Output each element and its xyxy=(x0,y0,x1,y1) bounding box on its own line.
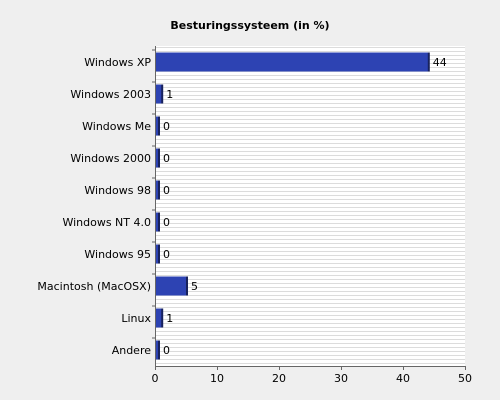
data-label: 44 xyxy=(433,56,447,69)
bar xyxy=(155,116,158,136)
category-label: Linux xyxy=(121,312,151,325)
x-tick-label: 30 xyxy=(334,372,348,385)
category-label: Andere xyxy=(112,344,152,357)
x-tick-label: 10 xyxy=(210,372,224,385)
data-label: 0 xyxy=(163,216,170,229)
category-label: Windows Me xyxy=(82,120,151,133)
data-label: 0 xyxy=(163,248,170,261)
plot-area: Windows XP 44 Windows 2003 1 Windows Me 0 Wind… xyxy=(37,46,472,385)
category-label: Windows 98 xyxy=(84,184,151,197)
bar xyxy=(155,148,158,168)
chart-title: Besturingssysteem (in %) xyxy=(170,19,329,32)
bar xyxy=(155,308,162,328)
bar xyxy=(155,52,428,72)
x-tick-label: 0 xyxy=(152,372,159,385)
category-label: Macintosh (MacOSX) xyxy=(37,280,151,293)
data-label: 0 xyxy=(163,184,170,197)
data-label: 0 xyxy=(163,152,170,165)
data-label: 5 xyxy=(191,280,198,293)
bar xyxy=(155,180,158,200)
data-label: 0 xyxy=(163,344,170,357)
bar xyxy=(155,244,158,264)
bar xyxy=(155,212,158,232)
bar xyxy=(155,340,158,360)
x-tick-label: 50 xyxy=(458,372,472,385)
x-tick-label: 20 xyxy=(272,372,286,385)
data-label: 1 xyxy=(166,88,173,101)
category-label: Windows 2003 xyxy=(70,88,151,101)
x-tick-label: 40 xyxy=(396,372,410,385)
category-label: Windows 2000 xyxy=(70,152,151,165)
category-label: Windows XP xyxy=(84,56,151,69)
data-label: 1 xyxy=(166,312,173,325)
bar xyxy=(155,276,186,296)
category-label: Windows NT 4.0 xyxy=(62,216,151,229)
data-label: 0 xyxy=(163,120,170,133)
category-label: Windows 95 xyxy=(84,248,151,261)
plot-background xyxy=(155,46,465,366)
bar xyxy=(155,84,162,104)
